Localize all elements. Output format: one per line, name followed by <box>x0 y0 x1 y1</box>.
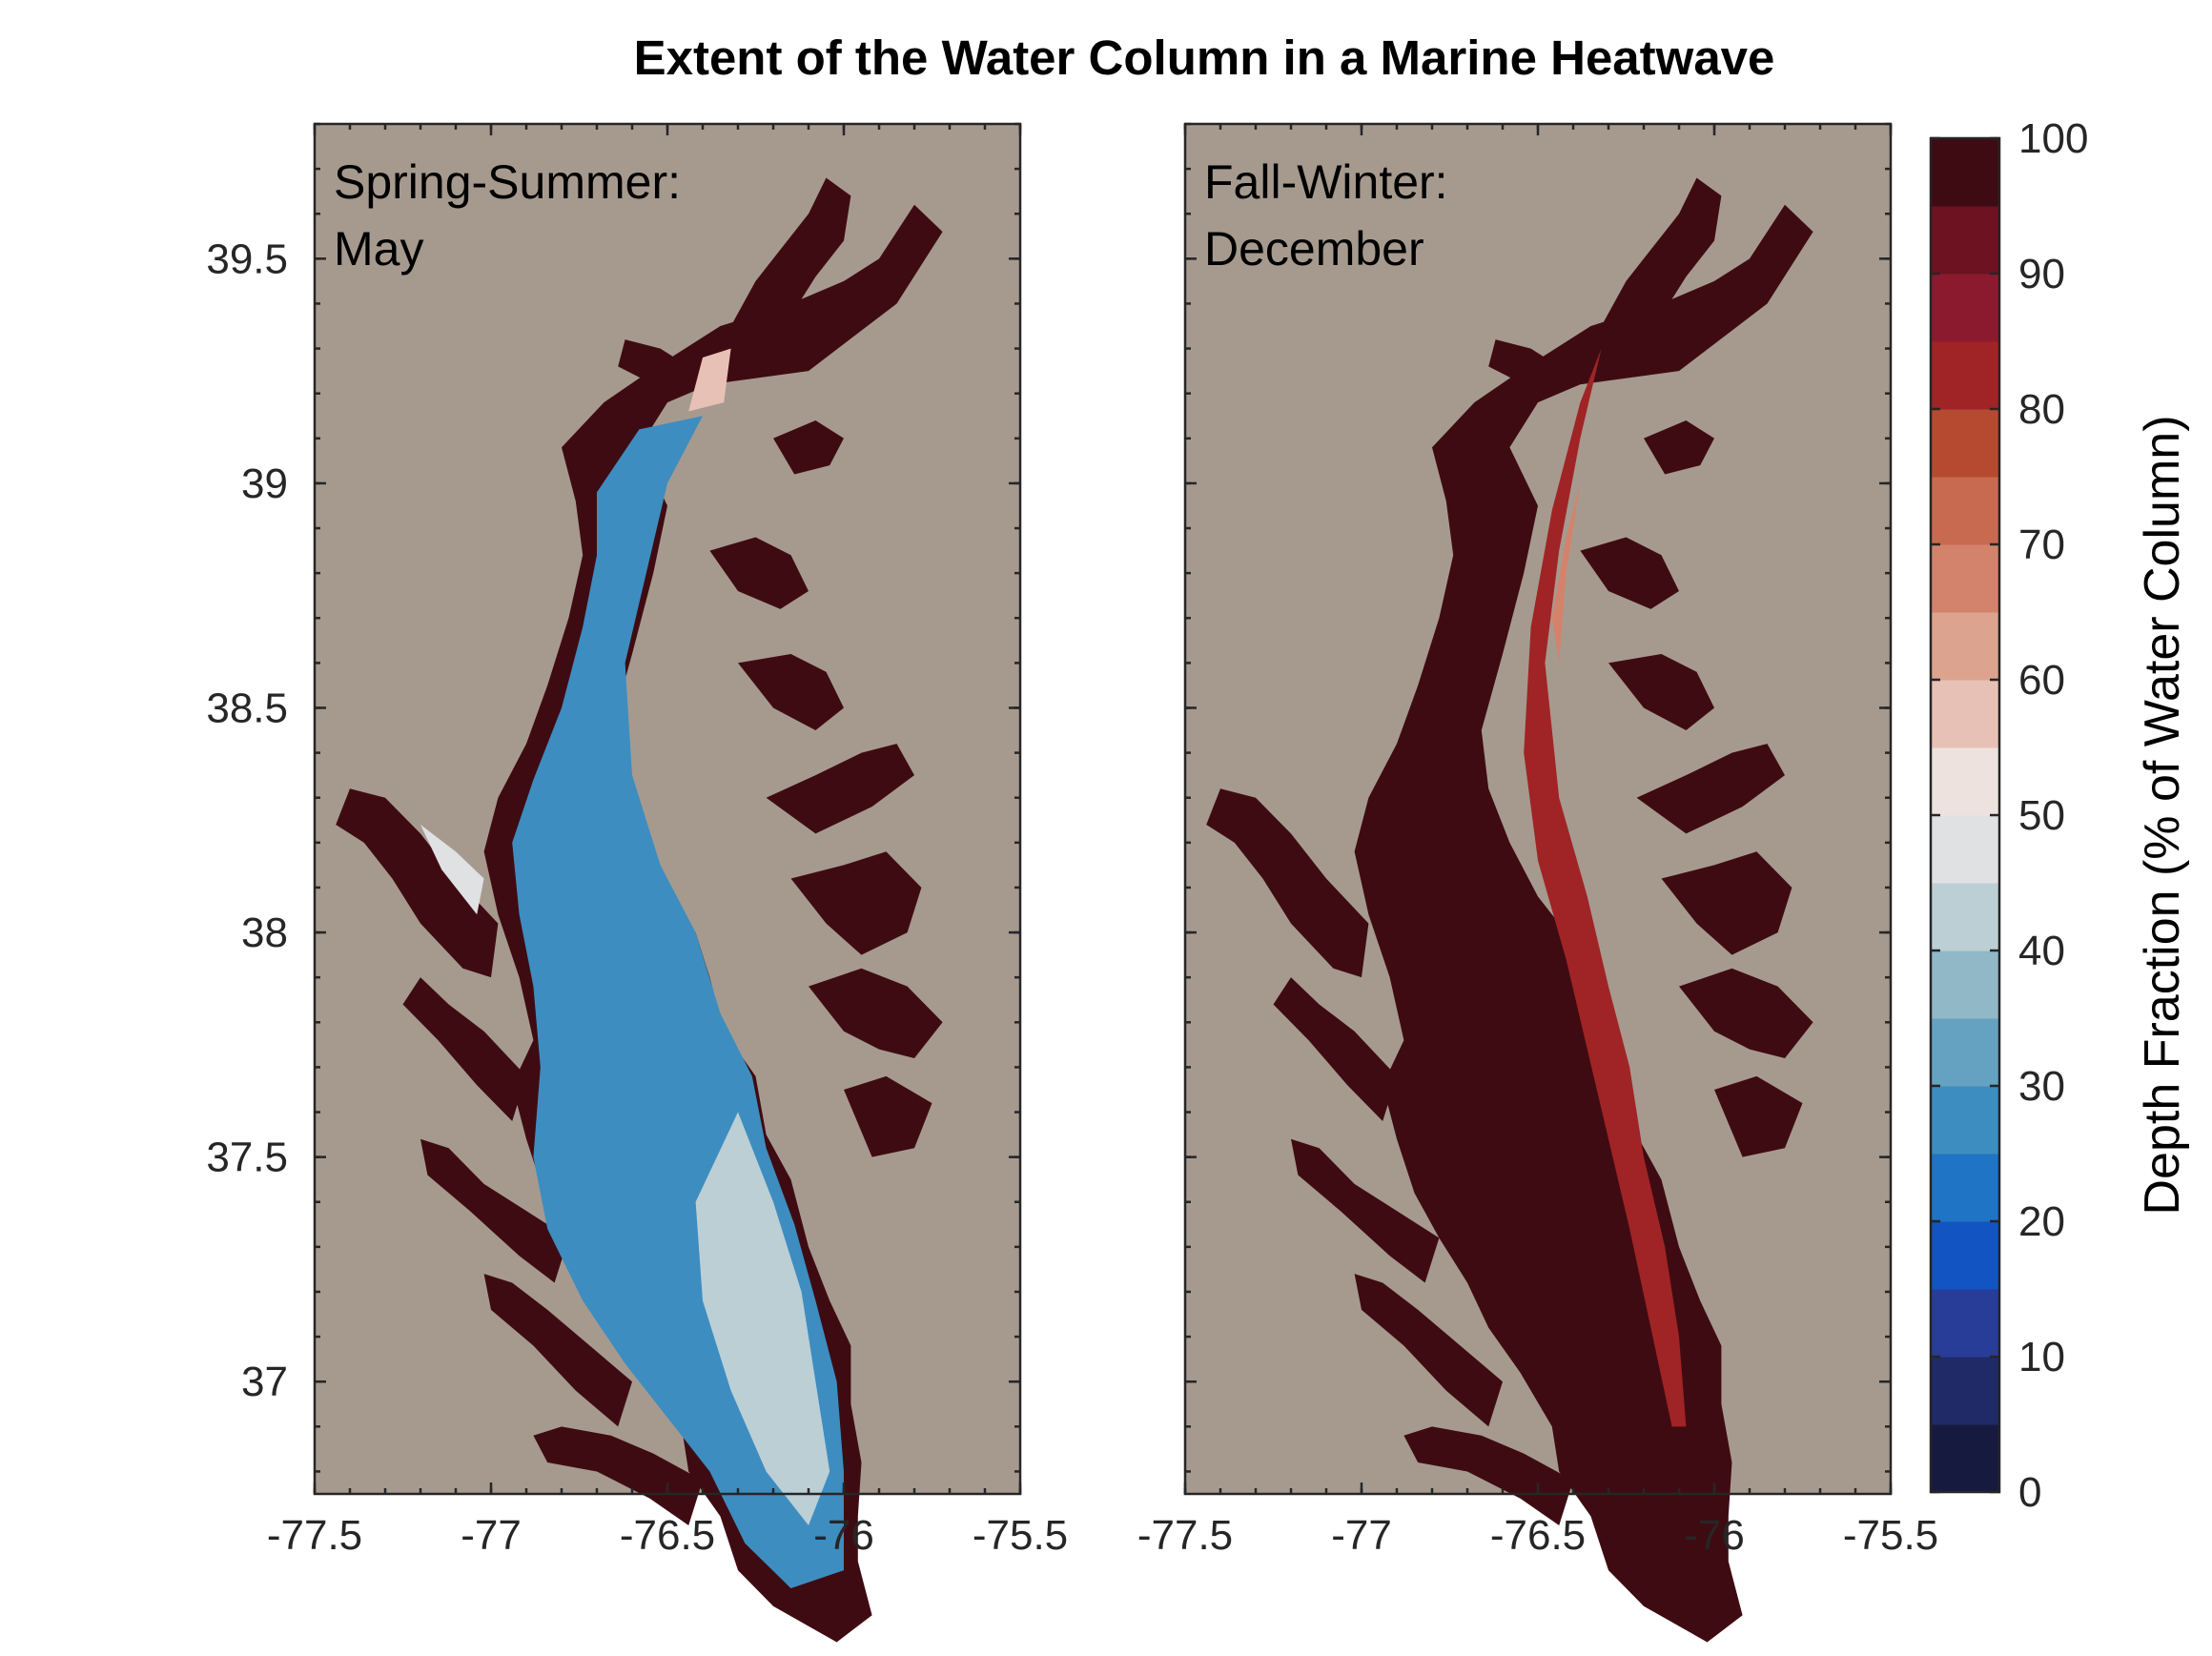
colorbar-segment <box>1931 1289 1999 1358</box>
colorbar-segment <box>1931 477 1999 545</box>
colorbar-segment <box>1931 680 1999 748</box>
colorbar-segment <box>1931 1018 1999 1087</box>
colorbar-tick-label: 50 <box>2018 792 2065 839</box>
colorbar-segment <box>1931 815 1999 884</box>
colorbar-segment <box>1931 274 1999 342</box>
colorbar-tick-label: 60 <box>2018 657 2065 704</box>
colorbar-segment <box>1931 341 1999 410</box>
x-tick-label: -75.5 <box>1843 1512 1938 1559</box>
x-tick-label: -77 <box>461 1512 522 1559</box>
colorbar-segment <box>1931 409 1999 478</box>
colorbar-segment <box>1931 1154 1999 1222</box>
x-tick-label: -77.5 <box>267 1512 362 1559</box>
colorbar-segment <box>1931 544 1999 613</box>
y-tick-label: 39 <box>241 460 288 507</box>
estuary-water <box>1206 177 1813 1643</box>
map-panel-2: -77.5 -77 -76.5 -76 -75.5 Fall-Winter: Decembe… <box>1137 122 1938 1643</box>
y-tick-label: 39.5 <box>206 235 288 282</box>
x-tick-label: -76 <box>1684 1512 1745 1559</box>
y-tick-label: 38 <box>241 910 288 956</box>
x-tick-label: -75.5 <box>973 1512 1068 1559</box>
colorbar-segment <box>1931 883 1999 951</box>
fall-channel-light <box>1551 482 1581 664</box>
figure-title: Extent of the Water Column in a Marine H… <box>634 31 1775 85</box>
spring-light-patch <box>695 1112 830 1525</box>
x-tick-label: -77.5 <box>1137 1512 1233 1559</box>
colorbar-tick-label: 0 <box>2018 1469 2041 1516</box>
colorbar: 0 10 20 30 40 50 60 70 80 90 100 Depth Fraction (% … <box>1929 115 2190 1516</box>
colorbar-tick-label: 10 <box>2018 1334 2065 1380</box>
colorbar-segment <box>1931 138 1999 207</box>
x-tick-label: -76 <box>813 1512 874 1559</box>
fall-channel <box>1524 348 1687 1427</box>
colorbar-segment <box>1931 747 1999 816</box>
panel-label-line1: Spring-Summer: <box>334 155 681 209</box>
x-tick-label: -76.5 <box>1490 1512 1586 1559</box>
colorbar-segment <box>1931 1221 1999 1290</box>
map-panel-1: -77.5 -77 -76.5 -76 -75.5 39.5 39 38.5 38 37.5 37 S… <box>206 122 1068 1643</box>
colorbar-tick-label: 80 <box>2018 386 2065 433</box>
colorbar-segment <box>1931 612 1999 681</box>
colorbar-tick-label: 30 <box>2018 1063 2065 1110</box>
colorbar-title: Depth Fraction (% of Water Column) <box>2135 415 2190 1215</box>
panel-label-line2: December <box>1204 222 1424 276</box>
x-tick-label: -77 <box>1331 1512 1392 1559</box>
panel-label-line1: Fall-Winter: <box>1204 155 1448 209</box>
spring-pink-upper <box>688 348 731 412</box>
colorbar-segment <box>1931 1086 1999 1155</box>
colorbar-tick-label: 40 <box>2018 928 2065 974</box>
colorbar-segment <box>1931 206 1999 275</box>
colorbar-tick-label: 100 <box>2018 115 2088 162</box>
colorbar-segment <box>1931 951 1999 1019</box>
colorbar-tick-label: 20 <box>2018 1198 2065 1245</box>
colorbar-tick-label: 90 <box>2018 251 2065 297</box>
colorbar-segment <box>1931 1357 1999 1425</box>
colorbar-tick-label: 70 <box>2018 521 2065 568</box>
colorbar-segment <box>1931 1424 1999 1493</box>
x-tick-label: -76.5 <box>620 1512 715 1559</box>
spring-light-branch <box>420 824 484 915</box>
panel-label-line2: May <box>334 222 423 276</box>
estuary-water <box>336 177 943 1643</box>
y-tick-label: 37.5 <box>206 1135 288 1181</box>
y-tick-label: 37 <box>241 1359 288 1405</box>
y-tick-label: 38.5 <box>206 685 288 731</box>
